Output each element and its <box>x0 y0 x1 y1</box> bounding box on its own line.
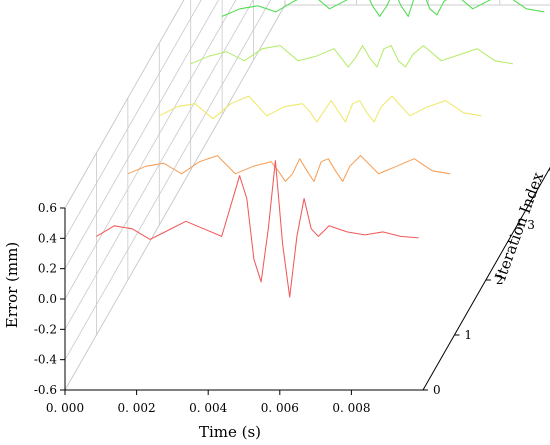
series-line-iteration-1 <box>96 160 419 298</box>
y-tick-label: 0.2 <box>38 262 57 276</box>
y-tick-label: 0.4 <box>38 231 57 245</box>
z-tick-label: 0 <box>433 383 441 397</box>
series-line-iteration-2 <box>127 155 451 182</box>
series-line-iteration-3 <box>159 95 482 123</box>
side-wall-grid-y <box>64 0 202 239</box>
y-axis-title: Error (mm) <box>3 242 21 328</box>
x-tick-label: 0. 002 <box>118 401 156 415</box>
side-wall-grid-y <box>64 0 254 330</box>
x-tick-label: 0. 006 <box>261 401 299 415</box>
y-tick-label: -0.4 <box>34 353 58 367</box>
floor-edge <box>64 4 286 391</box>
x-tick-label: 0. 004 <box>189 401 228 415</box>
series-layer <box>96 0 545 298</box>
side-wall-grid-y <box>64 0 237 300</box>
z-tick-label: 1 <box>464 328 472 342</box>
series-line-iteration-4 <box>190 45 513 68</box>
y-tick-label: -0.2 <box>34 322 57 336</box>
side-wall-grid-y <box>64 0 185 209</box>
x-tick-label: 0. 008 <box>332 401 370 415</box>
series-line-iteration-5 <box>221 0 545 17</box>
y-tick-label: -0.6 <box>34 383 57 397</box>
grid-layer <box>64 0 550 391</box>
z-axis-line <box>422 166 550 391</box>
x-axis-title: Time (s) <box>199 423 261 441</box>
side-wall-grid-y <box>64 0 219 269</box>
side-wall-edge <box>64 0 185 209</box>
axis-layer <box>60 166 550 395</box>
side-wall-grid-y <box>64 0 271 360</box>
z-axis-title: Iteration Index <box>491 169 547 283</box>
x-tick-label: 0. 000 <box>46 401 84 415</box>
y-tick-label: 0.0 <box>38 292 57 306</box>
label-layer: 0. 000 0. 002 0. 004 0. 006 0. 008 -0.6 -0.4 -0… <box>34 201 535 415</box>
z-tick-label: 3 <box>527 218 535 232</box>
z-tick-label: 2 <box>496 273 504 287</box>
y-tick-label: 0.6 <box>38 201 57 215</box>
